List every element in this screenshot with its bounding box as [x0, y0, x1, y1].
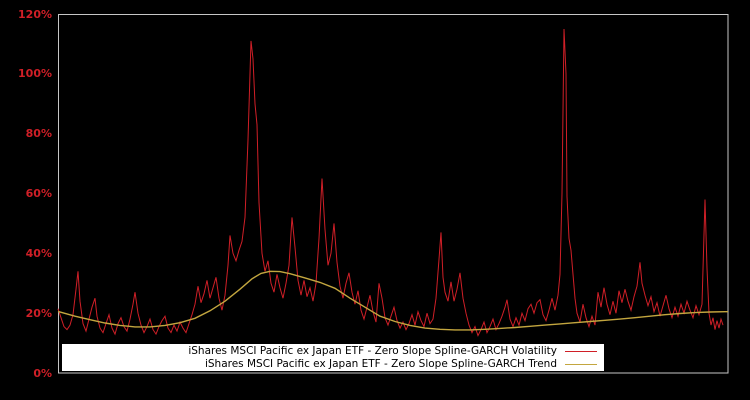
legend-label-trend: iShares MSCI Pacific ex Japan ETF - Zero… [204, 358, 557, 370]
y-axis: 0% 20% 40% 60% 80% 100% 120% [0, 0, 52, 400]
legend: iShares MSCI Pacific ex Japan ETF - Zero… [62, 344, 604, 371]
y-tick-label-80: 80% [25, 127, 52, 141]
legend-line-trend-icon [565, 363, 597, 365]
y-tick-label-40: 40% [25, 246, 52, 260]
y-tick-label-100: 100% [18, 67, 52, 81]
y-tick-label-0: 0% [33, 366, 52, 380]
legend-label-volatility: iShares MSCI Pacific ex Japan ETF - Zero… [188, 345, 557, 357]
legend-row-trend: iShares MSCI Pacific ex Japan ETF - Zero… [62, 358, 604, 371]
series-line-trend [57, 270, 728, 331]
y-tick-label-20: 20% [25, 306, 52, 320]
series-group [57, 28, 728, 337]
legend-row-volatility: iShares MSCI Pacific ex Japan ETF - Zero… [62, 345, 604, 358]
y-tick-label-60: 60% [25, 187, 52, 200]
legend-line-volatility-icon [565, 350, 597, 352]
plot-frame [58, 14, 729, 374]
y-tick-label-120: 120% [18, 7, 52, 21]
series-line-volatility [57, 28, 724, 337]
